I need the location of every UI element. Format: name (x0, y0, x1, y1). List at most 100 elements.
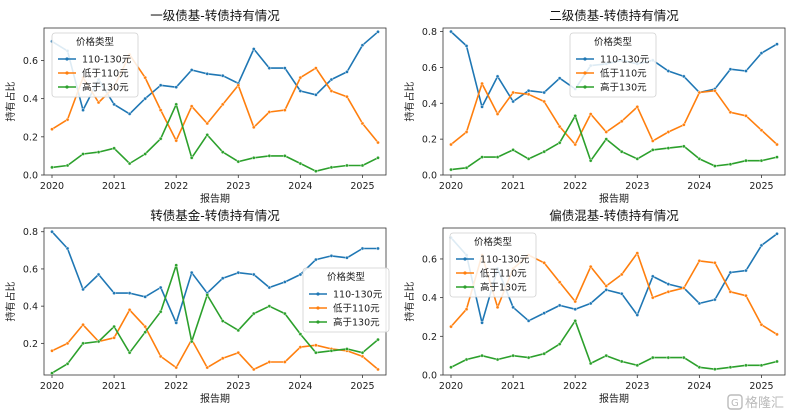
series-line (450, 115, 778, 171)
x-tick-label: 2023 (625, 381, 649, 392)
data-point (542, 149, 546, 154)
data-point (713, 164, 717, 168)
svg-text:G: G (731, 398, 739, 409)
data-point (542, 99, 546, 104)
data-point (360, 246, 365, 251)
data-point (220, 102, 225, 107)
data-point (314, 93, 318, 97)
data-point (329, 349, 334, 353)
x-tick-label: 2021 (501, 381, 525, 392)
data-point (205, 365, 210, 370)
data-point (464, 130, 469, 134)
data-point (329, 254, 334, 258)
data-point (81, 322, 85, 327)
data-point (728, 270, 733, 275)
data-point (557, 303, 562, 308)
y-tick-label: 0.0 (23, 171, 38, 182)
data-point (604, 137, 609, 141)
gelonghui-logo-icon: G (727, 394, 743, 410)
data-point (283, 66, 287, 70)
data-point (526, 92, 531, 97)
data-point (189, 270, 194, 275)
legend-entry: 110-130元 (333, 290, 383, 301)
y-tick-label: 0.0 (422, 371, 437, 382)
data-point (96, 150, 101, 154)
data-point (542, 311, 546, 315)
data-point (345, 347, 349, 351)
x-tick-label: 2025 (350, 381, 374, 392)
data-point (775, 42, 779, 46)
data-point (127, 161, 132, 166)
x-tick-label: 2022 (164, 381, 188, 392)
data-point (360, 354, 365, 359)
data-point (267, 66, 272, 70)
data-point (220, 276, 225, 281)
legend-marker (583, 85, 587, 89)
data-point (619, 149, 624, 154)
y-tick-label: 0.6 (422, 254, 437, 265)
y-axis-label: 持有占比 (4, 82, 17, 122)
y-axis-label: 持有占比 (4, 282, 17, 322)
data-point (236, 328, 241, 333)
legend-entry: 高于130元 (82, 82, 129, 94)
data-point (376, 337, 380, 342)
chart-title: 一级债基-转债持有情况 (150, 8, 280, 23)
data-point (252, 125, 256, 130)
data-point (573, 299, 577, 304)
data-point (143, 75, 147, 80)
data-point (573, 114, 577, 118)
data-point (557, 76, 562, 80)
chart-panel-4: 偏债混基-转债持有情况 0.0 0.2 0.4 0.6 2020 2021 2022 2023 2… (403, 208, 786, 405)
data-point (619, 291, 624, 296)
data-point (267, 285, 272, 290)
watermark: G 格隆汇 (727, 394, 784, 411)
data-point (174, 138, 178, 143)
x-tick-label: 2021 (102, 381, 126, 392)
data-point (495, 155, 500, 159)
x-tick-label: 2022 (563, 181, 587, 192)
data-point (158, 354, 163, 359)
data-point (744, 363, 748, 368)
data-point (50, 165, 54, 170)
data-point (728, 365, 733, 370)
data-point (713, 297, 717, 302)
data-point (449, 167, 453, 172)
data-point (604, 353, 609, 358)
data-point (189, 68, 194, 72)
data-point (158, 285, 163, 290)
legend-entry: 110-130元 (600, 55, 650, 66)
data-point (682, 355, 686, 360)
data-point (112, 102, 116, 107)
x-tick-label: 2020 (40, 381, 64, 392)
data-point (759, 158, 764, 163)
chart-panel-3: 转债基金-转债持有情况 0.2 0.4 0.6 0.8 2020 2021 2022 2023 2… (4, 208, 390, 405)
data-point (158, 136, 163, 141)
y-tick-label: 0.4 (422, 293, 437, 304)
data-point (127, 350, 132, 355)
chart-title: 转债基金-转债持有情况 (150, 208, 280, 223)
data-point (65, 362, 70, 366)
data-point (189, 339, 194, 344)
data-point (96, 339, 101, 344)
data-point (127, 308, 132, 312)
data-point (376, 246, 380, 251)
x-tick-label: 2020 (439, 381, 463, 392)
data-point (526, 319, 531, 323)
data-point (174, 321, 178, 325)
x-axis-label: 报告期 (200, 392, 230, 405)
data-point (526, 157, 531, 161)
data-point (526, 355, 531, 360)
data-point (588, 361, 593, 366)
data-point (376, 156, 380, 160)
legend-marker (316, 306, 320, 310)
y-tick-label: 0.8 (23, 227, 38, 238)
legend-box (302, 267, 390, 333)
data-point (511, 148, 515, 152)
x-tick-label: 2024 (288, 381, 312, 392)
x-axis-label: 报告期 (599, 392, 629, 405)
data-point (744, 293, 748, 298)
data-point (588, 158, 593, 163)
legend-box (51, 32, 139, 98)
